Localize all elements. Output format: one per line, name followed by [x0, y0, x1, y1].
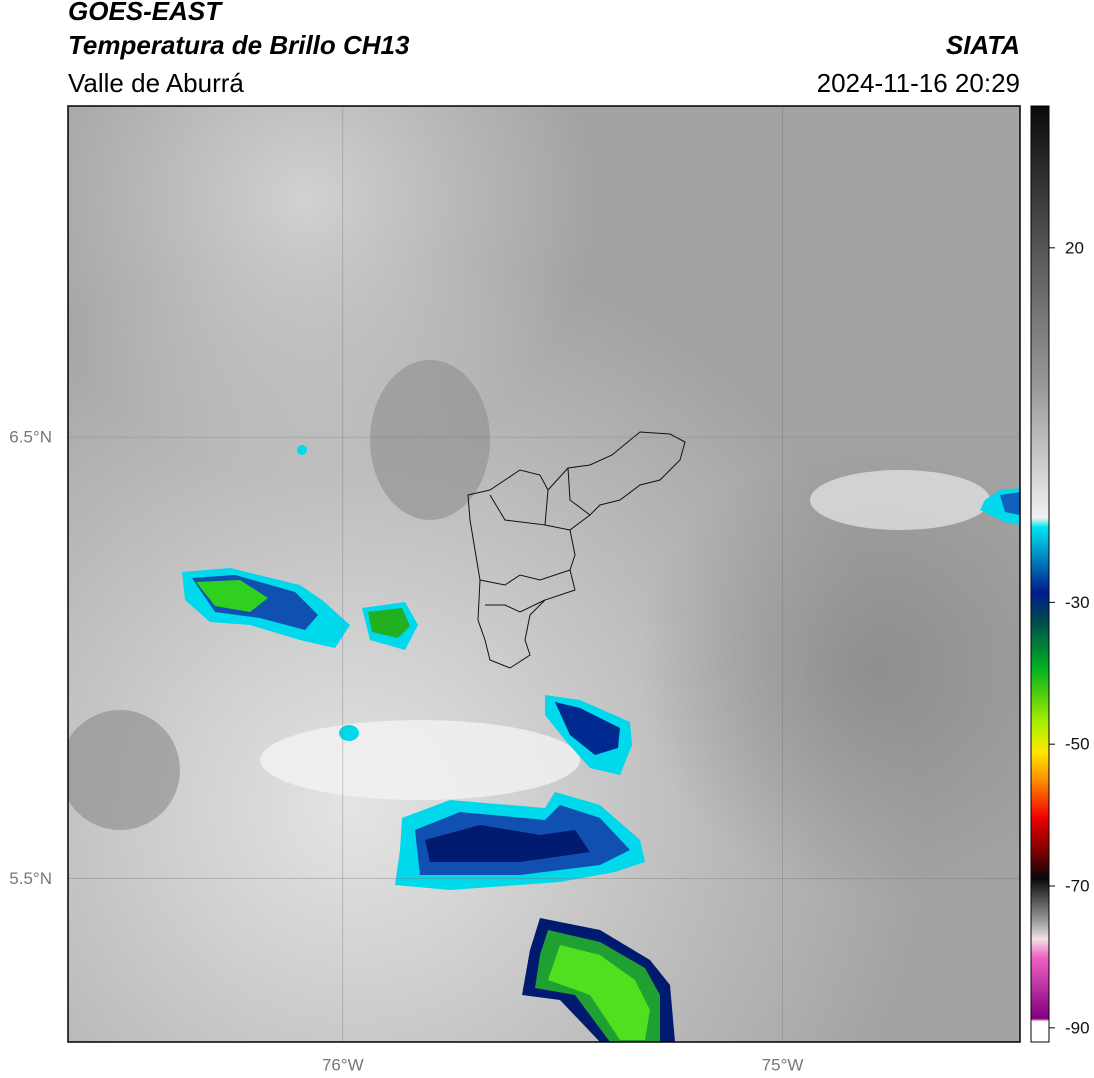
y-tick-label: 5.5°N — [9, 869, 52, 888]
colorbar-tick-label: -50 — [1065, 735, 1090, 754]
x-tick-label: 75°W — [762, 1055, 804, 1074]
grid — [68, 106, 1020, 1042]
colorbar-tick-label: -90 — [1065, 1018, 1090, 1037]
datetime: 2024-11-16 20:29 — [817, 68, 1020, 98]
satellite-image — [68, 106, 1020, 1042]
colorbar — [1030, 105, 1050, 1043]
colorbar-tick-label: -70 — [1065, 876, 1090, 895]
region: Valle de Aburrá — [68, 68, 244, 98]
subtitle: Temperatura de Brillo CH13 — [68, 30, 410, 60]
colorbar-tick-label: 20 — [1065, 238, 1084, 257]
colorbar-tick-label: -30 — [1065, 593, 1090, 612]
source: SIATA — [946, 30, 1020, 60]
map-frame — [67, 105, 1021, 1043]
title: GOES-EAST — [68, 0, 223, 26]
y-tick-label: 6.5°N — [9, 428, 52, 447]
x-tick-label: 76°W — [322, 1055, 364, 1074]
